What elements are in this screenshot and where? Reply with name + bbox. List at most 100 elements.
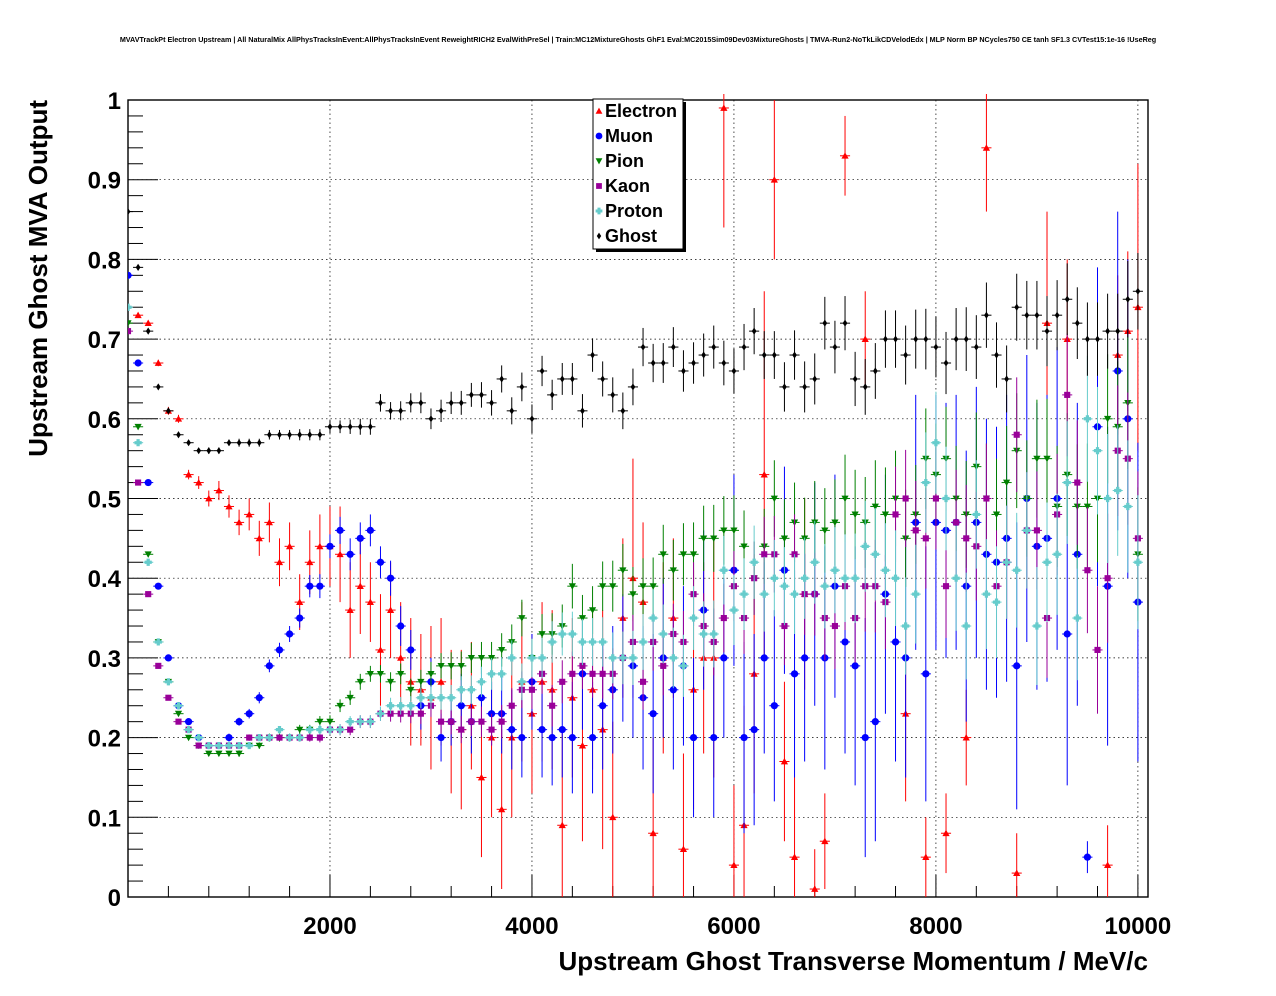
data-point [559,678,566,685]
data-point [275,646,284,654]
data-point [498,647,506,654]
data-point [155,662,162,669]
legend-marker [595,107,603,114]
data-point [741,343,747,351]
data-point [1013,869,1021,876]
data-point [285,542,294,550]
data-point [186,439,191,447]
data-point [417,710,424,717]
data-point [982,144,991,151]
data-point [184,726,193,734]
data-point [275,726,284,734]
y-tick-label: 1 [108,88,121,115]
data-point [1034,311,1040,319]
data-point [154,359,162,366]
data-point [477,655,486,662]
data-point [346,606,354,613]
data-point [679,845,688,853]
data-point [640,343,646,351]
data-point [620,407,626,415]
legend-entry-kaon: Kaon [596,176,650,196]
data-point [782,383,787,391]
data-point [317,431,323,439]
data-point [154,638,162,646]
data-point [427,694,435,702]
data-point [397,702,405,710]
data-point [256,439,262,447]
data-point [649,829,657,837]
data-point [174,702,183,710]
data-point [1043,455,1051,463]
data-point [851,511,859,519]
data-point [235,750,243,758]
data-point [891,638,900,646]
data-point [347,423,353,431]
data-point [720,104,728,111]
data-point [992,598,1001,606]
data-point [407,686,415,694]
data-point [922,670,930,678]
data-point [599,638,607,646]
data-point [590,351,595,359]
data-point [558,726,566,734]
data-point [195,478,203,486]
data-point [851,662,859,670]
data-point [407,702,415,710]
legend-entry-proton: Proton [595,201,663,221]
data-point [326,542,334,550]
data-point [336,702,344,710]
legend: Electron Muon Pion Kaon Proton Ghost [592,98,686,252]
data-point [528,654,536,662]
data-point [751,327,757,335]
data-point [609,654,617,662]
y-tick-label: 0.3 [88,646,121,673]
data-point [1004,375,1009,383]
data-point [559,375,565,383]
data-point [225,741,233,750]
data-point [337,423,343,431]
data-point [1043,558,1051,566]
data-point [346,718,354,726]
data-point [538,654,546,662]
data-point [1074,319,1080,327]
data-point [458,726,465,733]
data-point [184,734,193,742]
data-point [831,622,838,630]
data-point [518,734,526,742]
data-point [1083,415,1092,423]
data-point [336,526,344,534]
data-point [397,670,405,678]
data-point [265,518,273,526]
data-point [821,527,829,534]
data-point [1033,455,1041,463]
data-point [943,359,949,367]
data-point [730,861,738,868]
data-point [761,351,767,359]
data-point [296,734,304,742]
data-point [861,335,869,342]
data-point [236,439,242,447]
data-point [245,741,253,750]
data-point [669,567,677,574]
data-point [1104,575,1111,582]
data-point [760,654,768,662]
data-point [639,583,647,590]
data-point [649,710,657,718]
data-point [942,583,950,590]
data-point [1095,335,1100,343]
data-point [276,734,283,741]
data-point [184,718,193,726]
data-point [821,582,829,590]
data-point [1074,479,1081,486]
data-point [852,375,858,383]
x-tick-label: 8000 [909,913,962,940]
data-point [903,351,908,359]
legend-entry-muon: Muon [595,126,653,146]
data-point [710,630,718,638]
data-point [267,431,272,439]
legend-label: Ghost [605,226,657,246]
data-point [336,550,344,558]
data-point [297,431,303,439]
data-point [720,527,728,534]
data-point [128,328,132,335]
